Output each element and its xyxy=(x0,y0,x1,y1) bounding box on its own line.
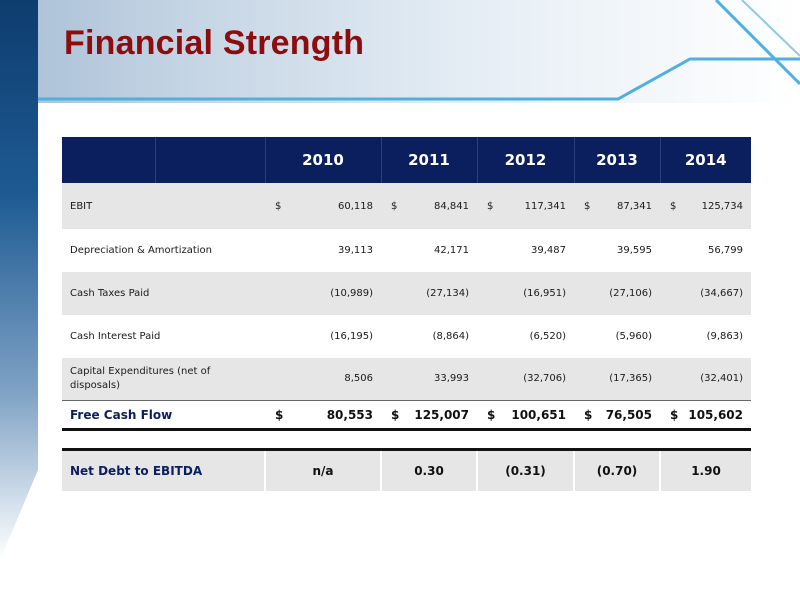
cell-value: (32,401) xyxy=(660,358,751,401)
currency-symbol: $ xyxy=(275,200,282,212)
currency-symbol: $ xyxy=(391,407,400,422)
cell-value: (6,520) xyxy=(477,315,574,358)
header-band xyxy=(0,0,800,103)
cell-value: 39,595 xyxy=(574,229,660,272)
year-header: 2012 xyxy=(476,137,574,183)
financial-table: 2010 2011 2012 2013 2014 EBIT $60,118 $8… xyxy=(62,137,751,491)
header-blank-cell xyxy=(62,137,155,183)
cell-value: (5,960) xyxy=(574,315,660,358)
cell-value: (8,864) xyxy=(381,315,477,358)
row-label: Cash Interest Paid xyxy=(62,315,265,358)
value-cell: $87,341 xyxy=(574,183,660,229)
cell-value: (0.31) xyxy=(476,448,574,491)
cell-value: 105,602 xyxy=(688,407,743,422)
currency-symbol: $ xyxy=(487,200,494,212)
cell-value: (27,134) xyxy=(381,272,477,315)
year-header: 2011 xyxy=(380,137,477,183)
cell-value: (0.70) xyxy=(573,448,660,491)
row-label: Cash Taxes Paid xyxy=(62,272,265,315)
currency-symbol: $ xyxy=(391,200,398,212)
currency-symbol: $ xyxy=(275,407,284,422)
row-label: Free Cash Flow xyxy=(62,400,265,431)
table-spacer-row xyxy=(62,429,751,450)
cell-value: 1.90 xyxy=(659,448,751,491)
value-cell: $125,007 xyxy=(381,400,477,431)
spacer-cell xyxy=(62,429,751,450)
table-row-cash-interest: Cash Interest Paid (16,195) (8,864) (6,5… xyxy=(62,315,751,358)
value-cell: $60,118 xyxy=(265,183,381,229)
currency-symbol: $ xyxy=(584,407,593,422)
cell-value: 0.30 xyxy=(380,448,477,491)
table-row-capex: Capital Expenditures (net of disposals) … xyxy=(62,358,751,401)
value-cell: $117,341 xyxy=(477,183,574,229)
table-row-cash-taxes: Cash Taxes Paid (10,989) (27,134) (16,95… xyxy=(62,272,751,315)
value-cell: $105,602 xyxy=(660,400,751,431)
cell-value: 8,506 xyxy=(265,358,381,401)
currency-symbol: $ xyxy=(487,407,496,422)
cell-value: (9,863) xyxy=(660,315,751,358)
cell-value: 125,734 xyxy=(701,200,743,212)
cell-value: (16,195) xyxy=(265,315,381,358)
value-cell: $84,841 xyxy=(381,183,477,229)
cell-value: (27,106) xyxy=(574,272,660,315)
slide-title: Financial Strength xyxy=(64,24,365,62)
currency-symbol: $ xyxy=(584,200,591,212)
cell-value: 60,118 xyxy=(338,200,373,212)
table-row-net-debt: Net Debt to EBITDA n/a 0.30 (0.31) (0.70… xyxy=(62,448,751,491)
cell-value: 42,171 xyxy=(381,229,477,272)
cell-value: 39,113 xyxy=(265,229,381,272)
header-blank-cell xyxy=(154,137,265,183)
cell-value: (34,667) xyxy=(660,272,751,315)
header-swoosh-lines xyxy=(38,0,800,101)
row-label: Net Debt to EBITDA xyxy=(62,448,265,491)
cell-value: 125,007 xyxy=(414,407,469,422)
year-header: 2013 xyxy=(573,137,660,183)
cell-value: 100,651 xyxy=(511,407,566,422)
cell-value: 39,487 xyxy=(477,229,574,272)
cell-value: (32,706) xyxy=(477,358,574,401)
value-cell: $125,734 xyxy=(660,183,751,229)
left-decorative-stripe xyxy=(0,0,38,560)
row-label: Depreciation & Amortization xyxy=(62,229,265,272)
row-label: EBIT xyxy=(62,183,265,229)
cell-value: 84,841 xyxy=(434,200,469,212)
currency-symbol: $ xyxy=(670,200,677,212)
cell-value: 56,799 xyxy=(660,229,751,272)
year-header: 2014 xyxy=(659,137,751,183)
year-header: 2010 xyxy=(264,137,381,183)
table-row-depreciation: Depreciation & Amortization 39,113 42,17… xyxy=(62,229,751,272)
table-row-free-cash-flow: Free Cash Flow $80,553 $125,007 $100,651… xyxy=(62,400,751,431)
value-cell: $80,553 xyxy=(265,400,381,431)
value-cell: $76,505 xyxy=(574,400,660,431)
table-row-ebit: EBIT $60,118 $84,841 $117,341 $87,341 $1… xyxy=(62,183,751,229)
cell-value: 80,553 xyxy=(326,407,373,422)
cell-value: (17,365) xyxy=(574,358,660,401)
cell-value: (10,989) xyxy=(265,272,381,315)
cell-value: 87,341 xyxy=(617,200,652,212)
year-header-row: 2010 2011 2012 2013 2014 xyxy=(62,137,751,183)
row-label: Capital Expenditures (net of disposals) xyxy=(62,358,265,401)
cell-value: 117,341 xyxy=(524,200,566,212)
cell-value: 76,505 xyxy=(605,407,652,422)
cell-value: n/a xyxy=(264,448,381,491)
value-cell: $100,651 xyxy=(477,400,574,431)
cell-value: 33,993 xyxy=(381,358,477,401)
currency-symbol: $ xyxy=(670,407,679,422)
cell-value: (16,951) xyxy=(477,272,574,315)
